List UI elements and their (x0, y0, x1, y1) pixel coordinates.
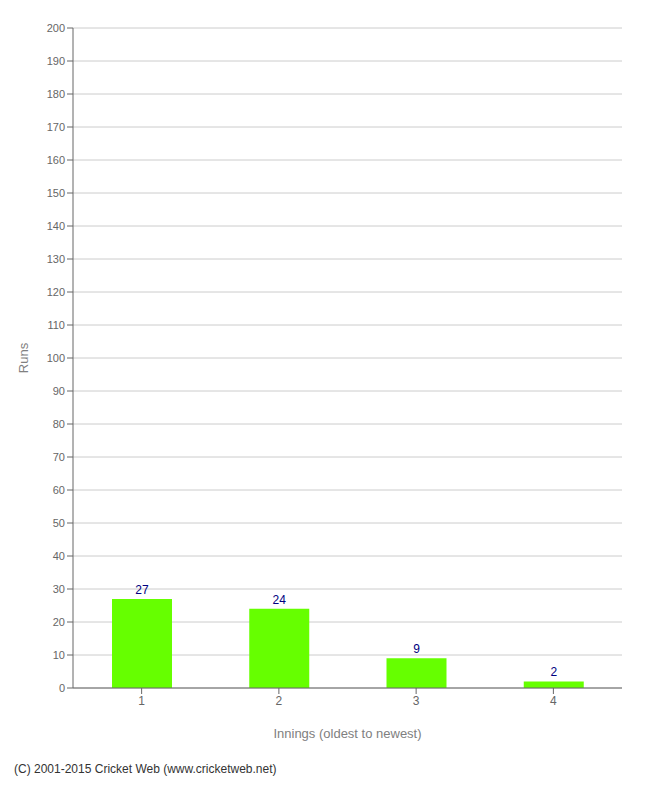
svg-text:30: 30 (53, 583, 65, 595)
svg-text:170: 170 (47, 121, 65, 133)
svg-text:110: 110 (47, 319, 65, 331)
svg-text:0: 0 (59, 682, 65, 694)
svg-text:140: 140 (47, 220, 65, 232)
svg-text:24: 24 (273, 593, 287, 607)
svg-text:Innings (oldest to newest): Innings (oldest to newest) (273, 726, 421, 741)
svg-text:190: 190 (47, 55, 65, 67)
svg-text:2: 2 (550, 665, 557, 679)
svg-text:100: 100 (47, 352, 65, 364)
svg-text:130: 130 (47, 253, 65, 265)
svg-text:27: 27 (135, 583, 149, 597)
svg-text:10: 10 (53, 649, 65, 661)
svg-text:9: 9 (413, 642, 420, 656)
html-text:(C) 2001-2015 Cricket Web (www: (C) 2001-2015 Cricket Web (www.cricketwe… (14, 762, 277, 776)
svg-text:160: 160 (47, 154, 65, 166)
svg-text:40: 40 (53, 550, 65, 562)
svg-text:50: 50 (53, 517, 65, 529)
svg-text:200: 200 (47, 22, 65, 34)
svg-text:Runs: Runs (16, 342, 31, 373)
svg-text:4: 4 (550, 694, 557, 708)
svg-text:20: 20 (53, 616, 65, 628)
svg-text:90: 90 (53, 385, 65, 397)
svg-text:80: 80 (53, 418, 65, 430)
svg-text:2: 2 (276, 694, 283, 708)
svg-text:3: 3 (413, 694, 420, 708)
svg-text:150: 150 (47, 187, 65, 199)
svg-text:60: 60 (53, 484, 65, 496)
svg-text:180: 180 (47, 88, 65, 100)
svg-text:1: 1 (138, 694, 145, 708)
svg-text:70: 70 (53, 451, 65, 463)
svg-text:120: 120 (47, 286, 65, 298)
